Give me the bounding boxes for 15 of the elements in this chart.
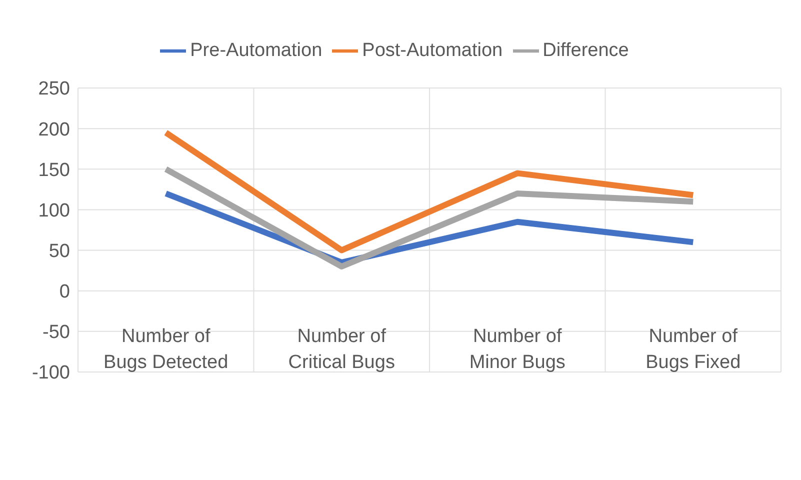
x-tick-label: Number of Minor Bugs [469, 326, 566, 373]
y-tick-label: 100 [38, 200, 70, 222]
y-tick-label: 200 [38, 119, 70, 140]
x-tick-label: Number of Bugs Detected [104, 326, 228, 373]
legend-label: Post-Automation [362, 40, 503, 62]
legend-label: Pre-Automation [190, 40, 322, 62]
y-tick-label: 0 [59, 282, 70, 303]
y-tick-label: -50 [42, 322, 70, 344]
y-tick-label: 250 [38, 78, 70, 100]
y-tick-label: 50 [48, 241, 70, 262]
x-tick-label: Number of Bugs Fixed [646, 326, 741, 373]
y-tick-label: -100 [32, 362, 70, 384]
y-tick-label: 150 [38, 160, 70, 181]
legend-label: Difference [542, 40, 629, 62]
x-tick-label: Number of Critical Bugs [288, 326, 395, 373]
